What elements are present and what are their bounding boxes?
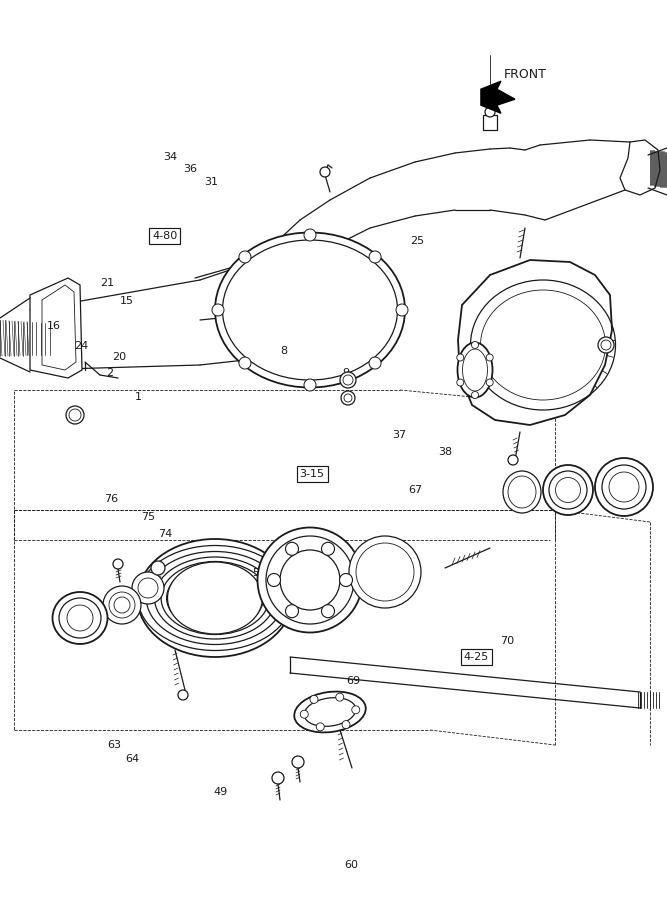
Circle shape <box>321 543 334 555</box>
Circle shape <box>341 391 355 405</box>
Circle shape <box>486 354 493 361</box>
Text: FRONT: FRONT <box>504 68 547 81</box>
Ellipse shape <box>53 592 107 644</box>
Text: 70: 70 <box>500 635 514 646</box>
Text: 21: 21 <box>99 277 114 288</box>
Ellipse shape <box>349 536 421 608</box>
Circle shape <box>178 690 188 700</box>
Text: 4-80: 4-80 <box>152 230 177 241</box>
Ellipse shape <box>137 539 293 657</box>
Circle shape <box>310 696 318 704</box>
Ellipse shape <box>595 458 653 516</box>
Polygon shape <box>620 140 660 195</box>
Circle shape <box>472 392 478 399</box>
Text: 34: 34 <box>163 152 177 163</box>
Text: 24: 24 <box>74 340 89 351</box>
Text: 58: 58 <box>251 568 266 579</box>
Ellipse shape <box>114 597 130 613</box>
Text: 59: 59 <box>259 584 274 595</box>
Ellipse shape <box>294 691 366 733</box>
Circle shape <box>292 756 304 768</box>
Text: 3-15: 3-15 <box>299 469 325 480</box>
Text: 75: 75 <box>141 511 155 522</box>
Circle shape <box>267 573 281 587</box>
Circle shape <box>285 543 299 555</box>
Circle shape <box>321 605 334 617</box>
Circle shape <box>457 379 464 386</box>
Polygon shape <box>458 260 612 425</box>
Polygon shape <box>481 81 515 113</box>
Ellipse shape <box>257 527 362 633</box>
Text: 16: 16 <box>47 320 60 331</box>
Text: 64: 64 <box>125 753 139 764</box>
Circle shape <box>300 710 308 718</box>
Circle shape <box>485 107 495 117</box>
Text: 76: 76 <box>103 493 118 504</box>
Ellipse shape <box>609 472 639 502</box>
Circle shape <box>352 706 360 714</box>
Ellipse shape <box>103 586 141 624</box>
Text: 9: 9 <box>342 368 349 379</box>
Circle shape <box>340 372 356 388</box>
Circle shape <box>304 229 316 241</box>
Text: 60: 60 <box>345 860 358 870</box>
Polygon shape <box>42 285 76 370</box>
Circle shape <box>340 573 352 587</box>
Text: 15: 15 <box>120 296 133 307</box>
Text: 4-25: 4-25 <box>464 652 489 662</box>
Circle shape <box>285 605 299 617</box>
Ellipse shape <box>67 605 93 631</box>
Circle shape <box>342 721 350 729</box>
Polygon shape <box>483 115 497 130</box>
Ellipse shape <box>266 536 354 624</box>
Text: 36: 36 <box>183 164 197 175</box>
Text: 31: 31 <box>204 176 217 187</box>
Ellipse shape <box>215 232 405 388</box>
Circle shape <box>369 251 381 263</box>
Text: 1: 1 <box>135 392 142 402</box>
Circle shape <box>239 357 251 369</box>
Text: 20: 20 <box>111 352 126 363</box>
Ellipse shape <box>543 465 593 515</box>
Circle shape <box>369 357 381 369</box>
Circle shape <box>486 379 493 386</box>
Ellipse shape <box>556 478 580 502</box>
Text: 8: 8 <box>280 346 287 356</box>
Circle shape <box>272 772 284 784</box>
Circle shape <box>598 337 614 353</box>
Circle shape <box>508 455 518 465</box>
Text: 63: 63 <box>108 740 121 751</box>
Ellipse shape <box>503 471 541 513</box>
Text: 25: 25 <box>410 236 424 247</box>
Text: 67: 67 <box>408 484 423 495</box>
Circle shape <box>472 341 478 348</box>
Ellipse shape <box>167 562 263 634</box>
Circle shape <box>336 693 344 701</box>
Circle shape <box>396 304 408 316</box>
Circle shape <box>304 379 316 391</box>
Circle shape <box>320 167 330 177</box>
Text: 38: 38 <box>438 446 453 457</box>
Circle shape <box>239 251 251 263</box>
Circle shape <box>457 354 464 361</box>
Ellipse shape <box>132 572 164 604</box>
Circle shape <box>212 304 224 316</box>
Polygon shape <box>30 278 82 378</box>
Ellipse shape <box>458 343 492 398</box>
Text: 37: 37 <box>392 429 406 440</box>
Circle shape <box>316 723 324 731</box>
Circle shape <box>113 559 123 569</box>
Circle shape <box>66 406 84 424</box>
Circle shape <box>151 561 165 575</box>
Text: 69: 69 <box>346 676 361 687</box>
Text: 49: 49 <box>213 787 227 797</box>
Text: 74: 74 <box>157 528 172 539</box>
Text: 2: 2 <box>106 368 113 379</box>
